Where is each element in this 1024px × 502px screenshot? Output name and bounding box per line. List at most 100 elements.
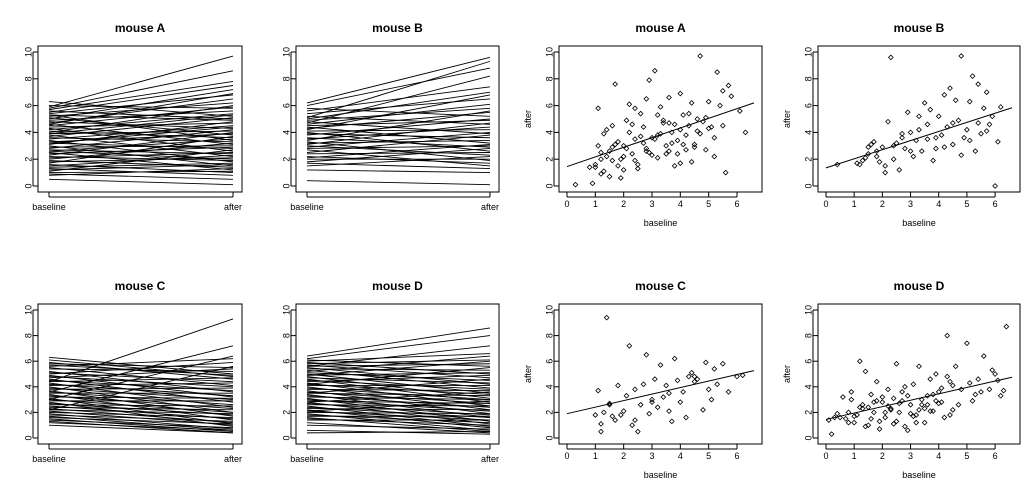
data-point — [865, 144, 872, 151]
series-line — [306, 353, 491, 362]
data-point — [632, 105, 638, 112]
series-line — [48, 164, 234, 171]
data-point — [660, 394, 667, 400]
data-point — [651, 136, 658, 142]
series-line — [48, 178, 234, 186]
series-line — [48, 152, 234, 171]
series-line — [48, 368, 234, 379]
data-point — [742, 129, 749, 136]
data-point — [654, 132, 661, 138]
series-line — [306, 94, 491, 131]
data-point — [617, 175, 624, 181]
data-point — [646, 410, 653, 417]
series-line — [48, 113, 234, 131]
y-tick-label: 2 — [281, 410, 291, 415]
data-point — [595, 387, 602, 394]
data-point — [964, 340, 970, 347]
series-line — [306, 355, 491, 372]
x-tick-label: after — [224, 454, 242, 464]
x-tick-label: 3 — [908, 451, 913, 461]
data-point — [868, 415, 874, 422]
data-point — [862, 368, 869, 375]
x-tick-label: baseline — [32, 202, 66, 212]
series-line — [306, 137, 491, 148]
y-tick-label: 4 — [544, 384, 554, 389]
data-point — [882, 414, 889, 421]
series-line — [306, 431, 491, 434]
plot-frame — [295, 303, 500, 445]
data-point — [966, 380, 973, 386]
series-line — [306, 133, 491, 139]
series-line — [48, 420, 234, 434]
data-point — [916, 406, 922, 413]
data-point — [694, 116, 701, 122]
data-point — [949, 120, 956, 126]
series-line — [48, 85, 234, 113]
series-line — [48, 386, 234, 413]
data-point — [634, 161, 641, 168]
x-tick-label: 5 — [964, 199, 969, 209]
data-point — [865, 422, 872, 429]
data-point — [896, 167, 903, 173]
data-point — [947, 378, 953, 385]
data-point — [944, 373, 951, 380]
data-point — [702, 146, 709, 153]
data-point — [947, 412, 953, 418]
series-line — [48, 114, 234, 141]
data-point — [680, 141, 687, 148]
x-tick-label: 6 — [993, 199, 998, 209]
data-point — [904, 427, 911, 434]
data-point — [828, 431, 835, 438]
x-tick-label: 3 — [908, 199, 913, 209]
data-point — [685, 110, 692, 117]
data-point — [876, 159, 883, 165]
data-point — [1000, 387, 1007, 394]
series-line — [306, 134, 491, 153]
data-point — [918, 396, 925, 403]
data-point — [660, 117, 667, 124]
data-point — [916, 126, 922, 133]
data-point — [674, 137, 681, 144]
series-line — [48, 142, 234, 149]
x-tick-label: 4 — [936, 199, 941, 209]
series-line — [48, 358, 234, 367]
series-line — [306, 149, 491, 167]
series-line — [306, 411, 491, 415]
data-point — [941, 92, 948, 98]
data-point — [927, 376, 934, 382]
data-point — [671, 355, 678, 362]
y-axis-label: after — [782, 365, 792, 383]
y-tick-label: 8 — [544, 333, 554, 338]
data-point — [918, 148, 925, 155]
x-axis: baseline after — [290, 192, 499, 212]
x-tick-label: 0 — [823, 199, 828, 209]
data-point — [890, 421, 897, 427]
data-point — [924, 392, 931, 399]
y-tick-label: 0 — [803, 435, 813, 440]
series-line — [48, 173, 234, 180]
y-tick-label: 10 — [281, 47, 291, 57]
y-axis-label: after — [782, 110, 792, 128]
data-point — [930, 391, 936, 398]
data-point — [851, 413, 858, 420]
data-point — [649, 152, 655, 159]
data-point — [997, 104, 1004, 110]
y-tick-label: 2 — [23, 157, 33, 162]
data-point — [887, 54, 894, 61]
data-point — [666, 390, 672, 397]
scatter-points — [572, 53, 749, 188]
data-point — [671, 121, 678, 128]
y-axis: 0 2 4 6 8 10 — [23, 305, 38, 441]
x-tick-label: after — [224, 202, 242, 212]
data-point — [927, 106, 934, 113]
data-point — [941, 414, 948, 421]
data-point — [677, 160, 684, 167]
data-point — [626, 129, 633, 136]
data-point — [978, 130, 984, 137]
series-line — [48, 377, 234, 383]
x-axis: 0 1 2 3 4 5 6 — [564, 444, 740, 461]
series-line — [306, 363, 491, 367]
y-tick-label: 2 — [544, 157, 554, 162]
data-point — [683, 414, 689, 421]
x-tick-label: 4 — [678, 199, 683, 209]
